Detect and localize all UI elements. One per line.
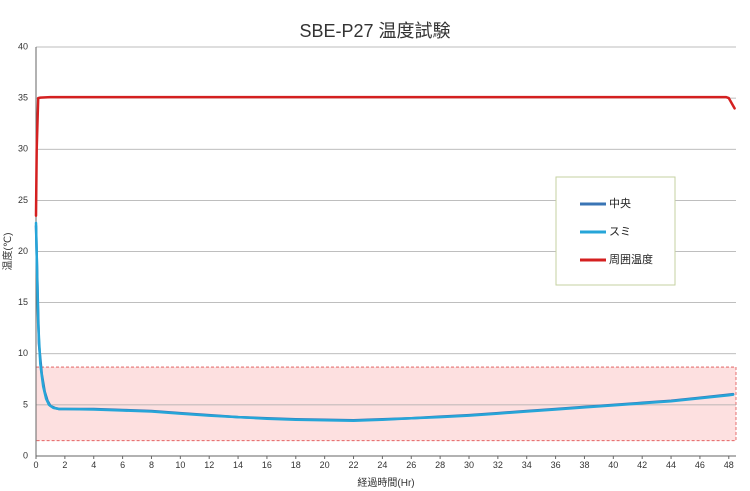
x-tick-label: 38 bbox=[579, 460, 589, 470]
x-tick-label: 2 bbox=[62, 460, 67, 470]
x-tick-label: 24 bbox=[377, 460, 387, 470]
y-tick-label: 20 bbox=[18, 246, 28, 256]
x-tick-label: 30 bbox=[464, 460, 474, 470]
x-tick-label: 18 bbox=[291, 460, 301, 470]
x-tick-label: 42 bbox=[637, 460, 647, 470]
x-axis-ticks: 0 2 4 6 8 10 12 14 16 18 20 22 24 26 28 30 32 34 36 38 40 42 4… bbox=[33, 456, 734, 470]
y-tick-label: 40 bbox=[18, 41, 28, 51]
y-tick-label: 15 bbox=[18, 297, 28, 307]
y-axis-ticks: 0 5 10 15 20 25 30 35 40 bbox=[18, 41, 28, 460]
y-tick-label: 10 bbox=[18, 348, 28, 358]
x-tick-label: 46 bbox=[695, 460, 705, 470]
legend-label-ambient: 周囲温度 bbox=[609, 252, 653, 266]
x-tick-label: 22 bbox=[349, 460, 359, 470]
x-tick-label: 48 bbox=[724, 460, 734, 470]
x-tick-label: 44 bbox=[666, 460, 676, 470]
x-tick-label: 28 bbox=[435, 460, 445, 470]
series-line-ambient bbox=[34, 95, 736, 217]
y-tick-label: 25 bbox=[18, 195, 28, 205]
x-tick-label: 34 bbox=[522, 460, 532, 470]
x-tick-label: 20 bbox=[320, 460, 330, 470]
legend: 中央 スミ 周囲温度 bbox=[555, 176, 676, 286]
x-tick-label: 4 bbox=[91, 460, 96, 470]
x-axis-label: 経過時間(Hr) bbox=[357, 476, 414, 489]
legend-label-corner: スミ bbox=[609, 226, 631, 238]
legend-label-center: 中央 bbox=[609, 197, 631, 210]
y-tick-label: 0 bbox=[23, 450, 28, 460]
y-tick-label: 35 bbox=[18, 93, 28, 103]
x-tick-label: 0 bbox=[33, 460, 38, 470]
y-tick-label: 5 bbox=[23, 399, 28, 409]
x-tick-label: 32 bbox=[493, 460, 503, 470]
x-tick-label: 26 bbox=[406, 460, 416, 470]
x-tick-label: 8 bbox=[149, 460, 154, 470]
y-tick-label: 30 bbox=[18, 144, 28, 154]
x-tick-label: 12 bbox=[204, 460, 214, 470]
x-tick-label: 16 bbox=[262, 460, 272, 470]
x-tick-label: 40 bbox=[608, 460, 618, 470]
x-tick-label: 36 bbox=[551, 460, 561, 470]
x-tick-label: 14 bbox=[233, 460, 243, 470]
chart-title: SBE-P27 温度試験 bbox=[299, 21, 450, 41]
x-tick-label: 6 bbox=[120, 460, 125, 470]
y-axis-label: 温度(℃) bbox=[1, 233, 14, 271]
x-tick-label: 10 bbox=[175, 460, 185, 470]
legend-box bbox=[555, 176, 676, 286]
series-line-corner bbox=[34, 221, 735, 422]
series-lines bbox=[34, 95, 736, 422]
